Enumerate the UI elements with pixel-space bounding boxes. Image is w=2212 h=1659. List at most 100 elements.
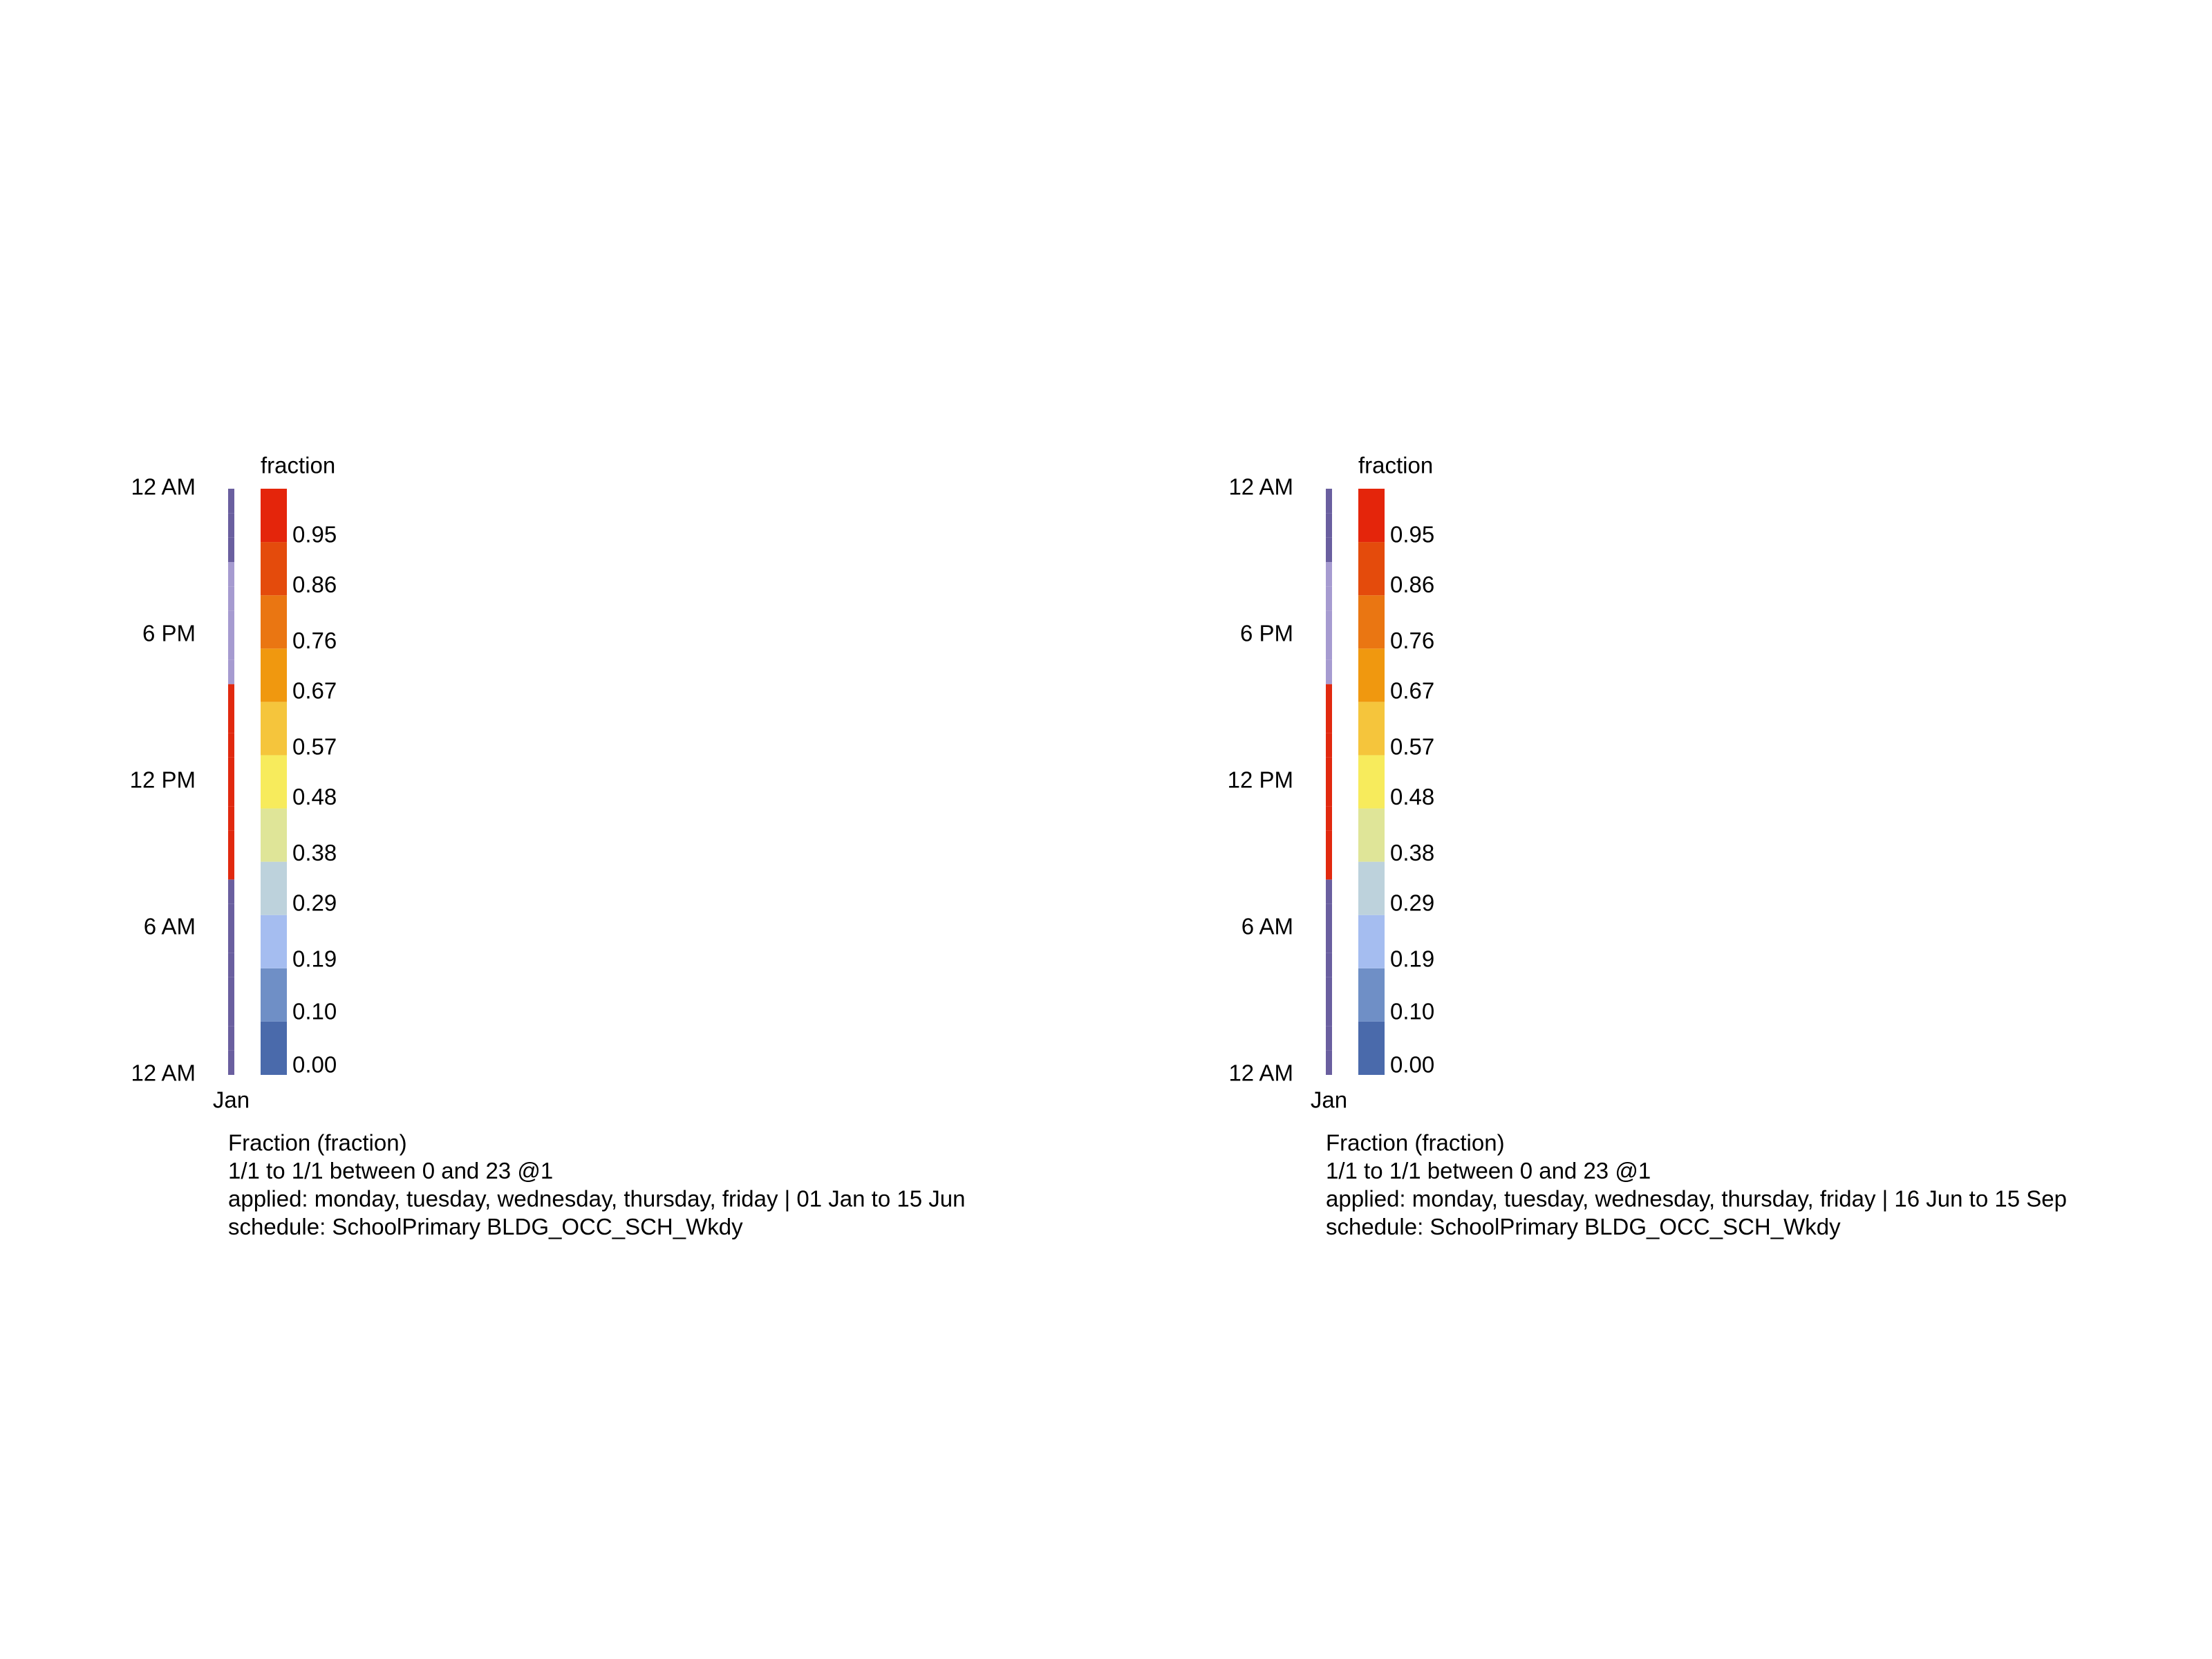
colorbar-tick-label: 0.19: [292, 946, 337, 971]
colorbar-bin: [261, 755, 287, 809]
colorbar-label: fraction: [1358, 453, 1433, 478]
colorbar-bin: [1358, 861, 1385, 915]
colorbar-bin: [1358, 1021, 1385, 1075]
heatmap-cell: [1326, 537, 1332, 562]
x-tick-label: Jan: [213, 1087, 250, 1113]
colorbar-tick-label: 0.38: [1390, 840, 1434, 865]
colorbar-bin: [1358, 648, 1385, 702]
heatmap-cell: [1326, 782, 1332, 807]
colorbar-bin: [1358, 702, 1385, 756]
colorbar-bin: [261, 1021, 287, 1075]
heatmap-cell: [1326, 1050, 1332, 1075]
colorbar-bin: [261, 915, 287, 968]
heatmap-cell: [1326, 635, 1332, 660]
y-tick-label: 12 AM: [131, 1060, 196, 1086]
caption-line: Fraction (fraction): [228, 1130, 407, 1156]
colorbar-bin: [1358, 489, 1385, 543]
heatmap-cell: [1326, 903, 1332, 928]
colorbar-bin: [1358, 595, 1385, 649]
heatmap-cell: [228, 903, 234, 928]
colorbar-bin: [261, 861, 287, 915]
caption-line: 1/1 to 1/1 between 0 and 23 @1: [228, 1158, 553, 1183]
heatmap-cell: [1326, 733, 1332, 758]
heatmap-cell: [1326, 659, 1332, 684]
heatmap-cell: [1326, 684, 1332, 709]
colorbar-tick-label: 0.48: [1390, 784, 1434, 809]
caption-line: applied: monday, tuesday, wednesday, thu…: [1326, 1186, 2067, 1212]
heatmap-cell: [228, 659, 234, 684]
colorbar-tick-label: 0.10: [1390, 999, 1434, 1024]
y-tick-label: 12 PM: [1228, 767, 1293, 793]
heatmap-cell: [1326, 1002, 1332, 1027]
heatmap-cell: [1326, 757, 1332, 782]
heatmap-cell: [228, 586, 234, 611]
y-tick-label: 6 AM: [1241, 914, 1293, 939]
colorbar-tick-label: 0.76: [292, 628, 337, 653]
y-tick-label: 6 PM: [1240, 621, 1293, 646]
colorbar-bin: [261, 968, 287, 1022]
heatmap-cell: [228, 953, 234, 977]
heatmap-cell: [1326, 1026, 1332, 1051]
heatmap-cell: [228, 928, 234, 953]
caption-line: 1/1 to 1/1 between 0 and 23 @1: [1326, 1158, 1651, 1183]
colorbar-tick-label: 0.38: [292, 840, 337, 865]
heatmap-cell: [1326, 879, 1332, 904]
heatmap-cell: [228, 879, 234, 904]
caption-line: applied: monday, tuesday, wednesday, thu…: [228, 1186, 965, 1212]
colorbar-tick-label: 0.00: [1390, 1052, 1434, 1078]
y-tick-label: 12 AM: [131, 474, 196, 500]
heatmap-cell: [228, 709, 234, 733]
heatmap-cell: [1326, 806, 1332, 831]
heatmap-cell: [228, 684, 234, 709]
y-tick-label: 12 AM: [1228, 1060, 1293, 1086]
colorbar-bin: [1358, 808, 1385, 862]
colorbar-tick-label: 0.76: [1390, 628, 1434, 653]
heatmap-cell: [228, 782, 234, 807]
heatmap-cell: [1326, 610, 1332, 635]
heatmap-cell: [228, 855, 234, 880]
heatmap-cell: [228, 806, 234, 831]
caption-line: Fraction (fraction): [1326, 1130, 1505, 1156]
colorbar-tick-label: 0.86: [292, 572, 337, 597]
colorbar-tick-label: 0.95: [1390, 521, 1434, 547]
colorbar-bin: [1358, 915, 1385, 968]
colorbar-bin: [261, 648, 287, 702]
y-tick-label: 12 PM: [130, 767, 196, 793]
heatmap-cell: [228, 830, 234, 855]
colorbar-bin: [261, 595, 287, 649]
colorbar-tick-label: 0.67: [292, 678, 337, 704]
heatmap-cell: [228, 1026, 234, 1051]
colorbar-bin: [1358, 542, 1385, 596]
heatmap-cell: [1326, 855, 1332, 880]
heatmap-cell: [1326, 953, 1332, 977]
colorbar-tick-label: 0.57: [1390, 733, 1434, 759]
heatmap-cell: [1326, 513, 1332, 538]
heatmap-cell: [228, 757, 234, 782]
heatmap-cell: [228, 537, 234, 562]
heatmap-cell: [228, 610, 234, 635]
y-tick-label: 6 AM: [144, 914, 196, 939]
heatmap-cell: [228, 635, 234, 660]
colorbar-bin: [261, 808, 287, 862]
heatmap-cell: [1326, 562, 1332, 587]
heatmap-cell: [1326, 928, 1332, 953]
colorbar-bin: [261, 489, 287, 543]
heatmap-cell: [228, 489, 234, 514]
colorbar-tick-label: 0.29: [1390, 890, 1434, 916]
heatmap-cell: [228, 513, 234, 538]
heatmap-cell: [1326, 830, 1332, 855]
colorbar-tick-label: 0.10: [292, 999, 337, 1024]
heatmap-cell: [1326, 489, 1332, 514]
colorbar-tick-label: 0.00: [292, 1052, 337, 1078]
y-tick-label: 6 PM: [142, 621, 196, 646]
heatmap-cell: [1326, 586, 1332, 611]
colorbar-bin: [261, 542, 287, 596]
colorbar-tick-label: 0.67: [1390, 678, 1434, 704]
heatmap-cell: [228, 562, 234, 587]
heatmap-cell: [228, 977, 234, 1002]
caption-line: schedule: SchoolPrimary BLDG_OCC_SCH_Wkd…: [228, 1214, 743, 1239]
x-tick-label: Jan: [1311, 1087, 1347, 1113]
colorbar-tick-label: 0.86: [1390, 572, 1434, 597]
colorbar-bin: [1358, 755, 1385, 809]
colorbar-tick-label: 0.29: [292, 890, 337, 916]
